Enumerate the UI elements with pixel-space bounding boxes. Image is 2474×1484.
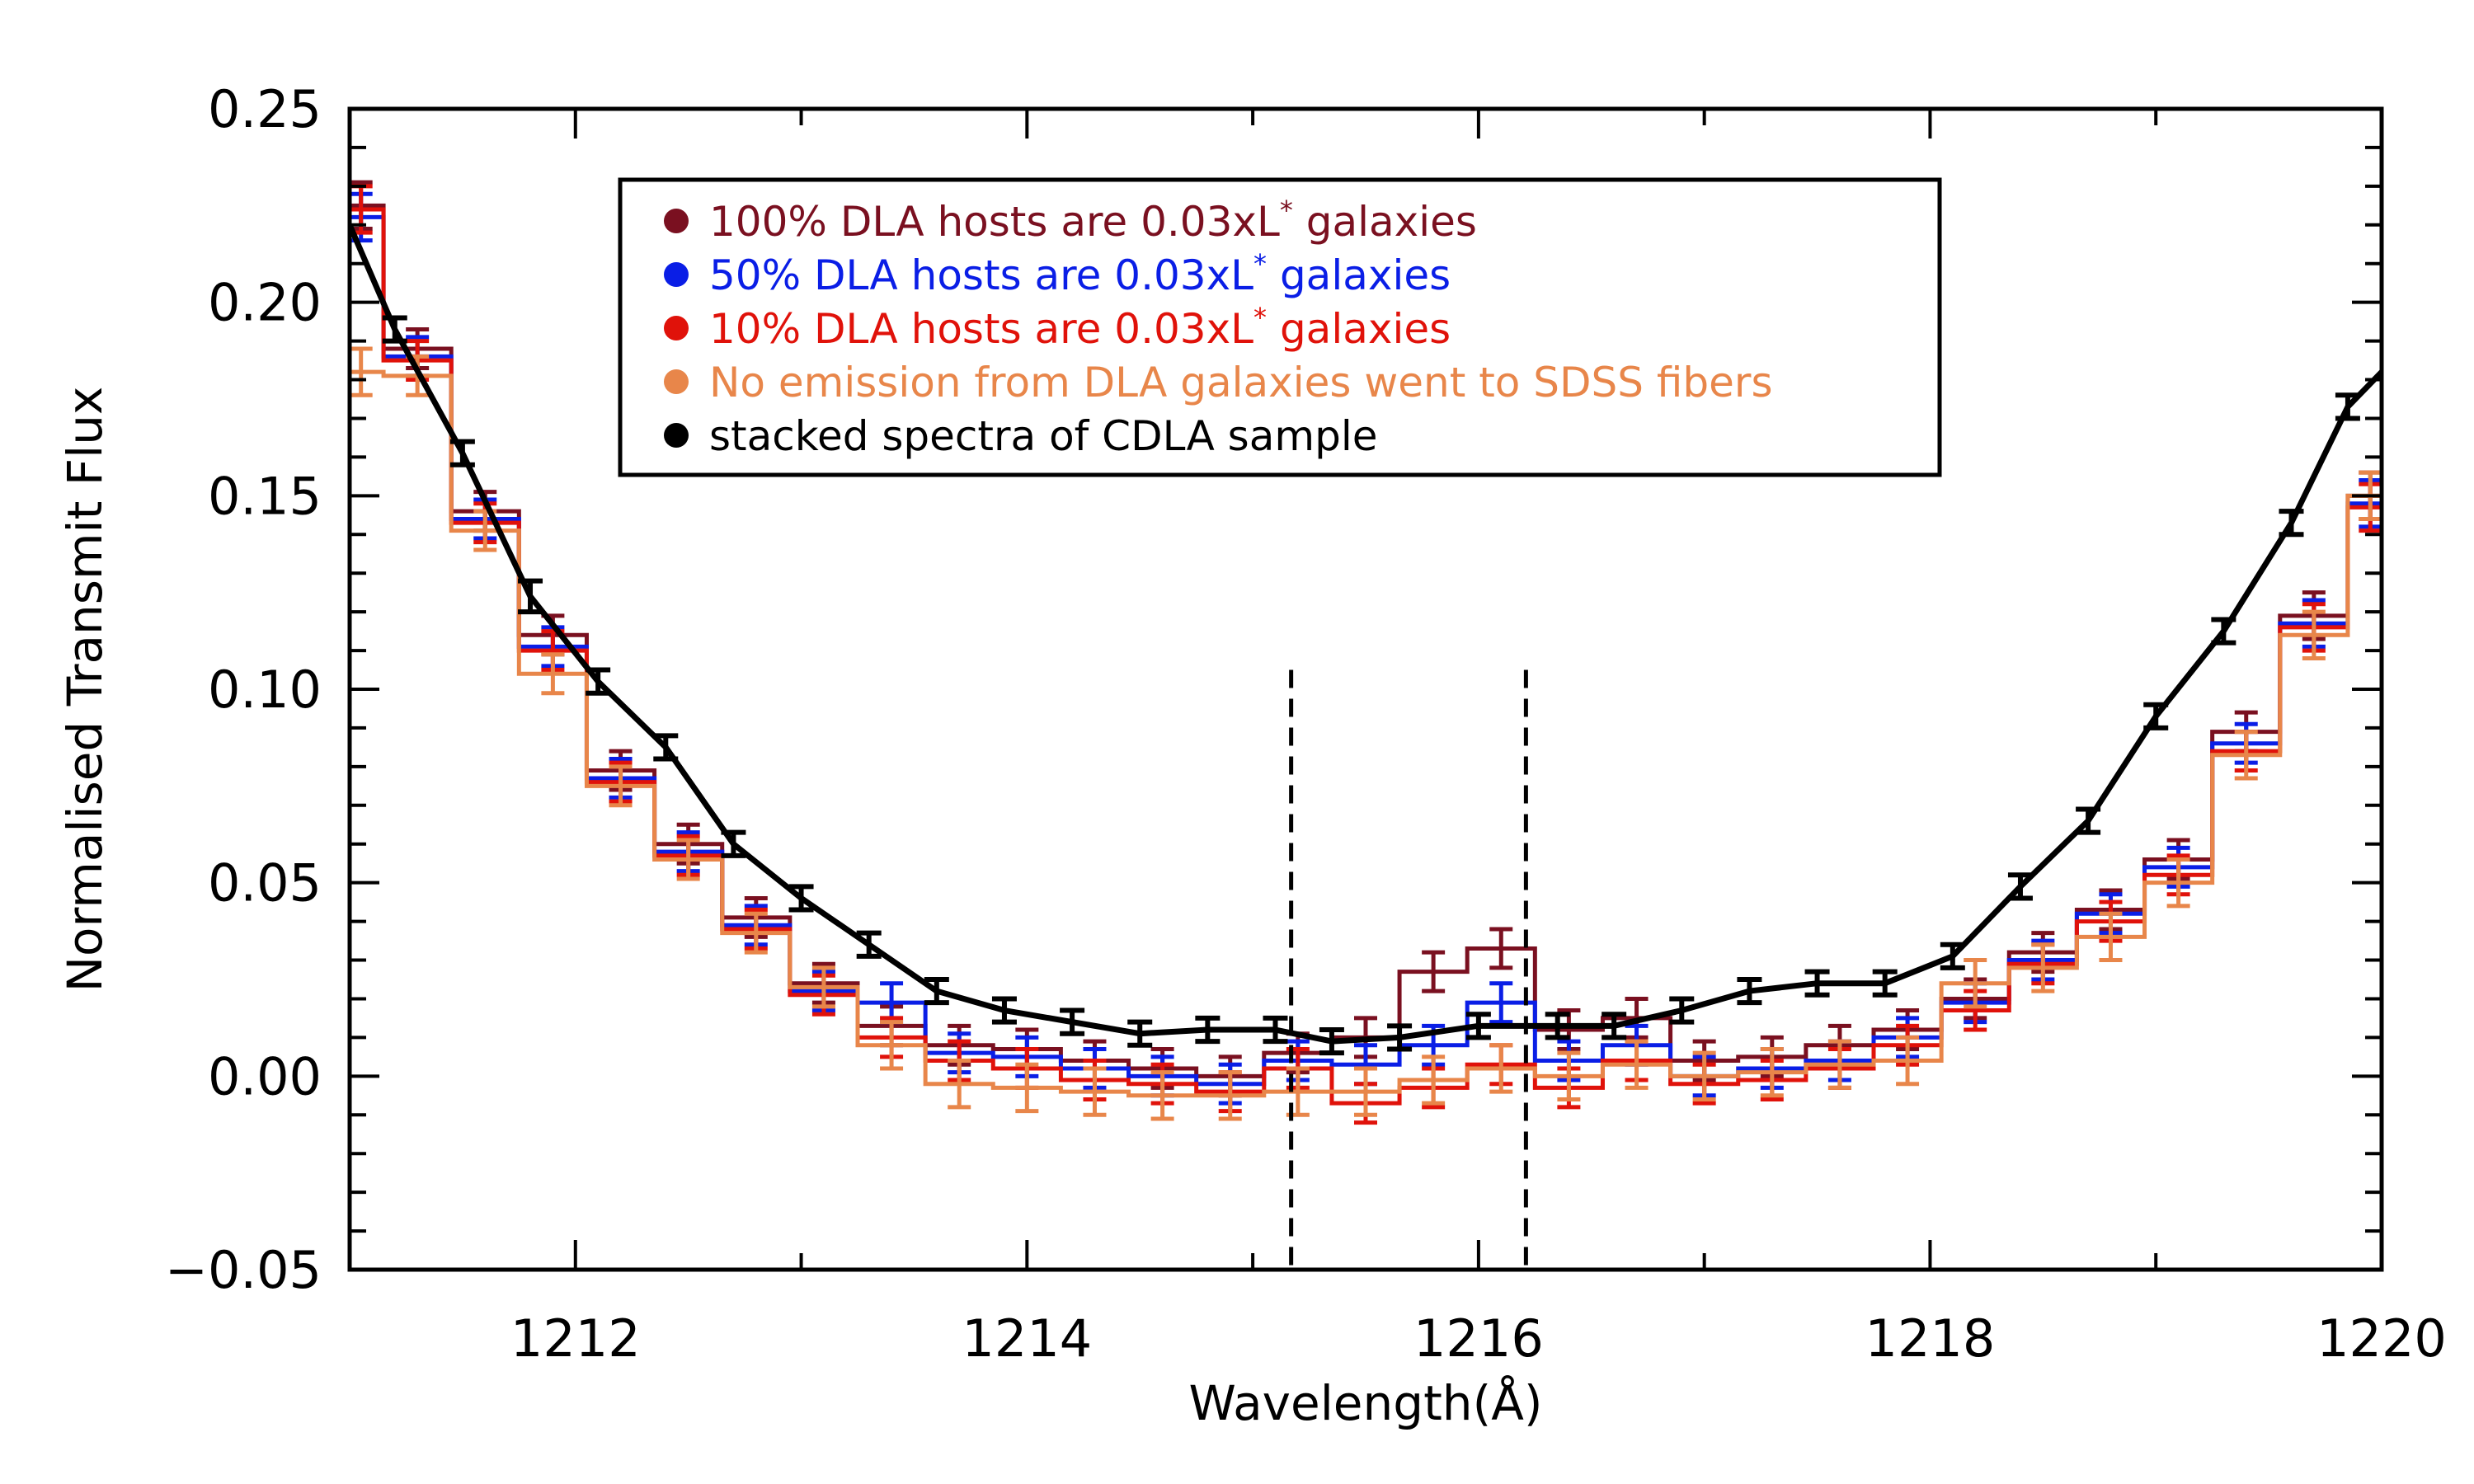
error-bar xyxy=(1896,1035,1920,1087)
legend-box xyxy=(618,177,1942,477)
error-bar xyxy=(721,829,746,858)
legend-label: 10% DLA hosts are 0.03xL* galaxies xyxy=(709,302,1451,353)
error-bar xyxy=(1489,1043,1513,1094)
x-tick-label: 1214 xyxy=(962,1308,1092,1369)
legend-item: No emission from DLA galaxies went to SD… xyxy=(664,359,1773,406)
x-axis-title: Wavelength(Å) xyxy=(1189,1374,1543,1431)
legend-label: No emission from DLA galaxies went to SD… xyxy=(709,359,1773,406)
y-tick-label: 0.20 xyxy=(208,273,322,333)
error-bar xyxy=(1872,969,1898,998)
y-tick-label: 0.15 xyxy=(208,466,322,526)
error-bar xyxy=(1465,1012,1491,1040)
error-bar xyxy=(1387,1023,1413,1052)
error-bar xyxy=(1150,1070,1174,1121)
error-bar xyxy=(2166,857,2190,909)
error-bar xyxy=(1669,996,1695,1025)
error-bar xyxy=(1127,1019,1153,1048)
tick-labels: 1212 1214 1216 1218 1220 −0.05 0.00 0.05 0.10 0.1… xyxy=(165,79,2447,1369)
error-bar xyxy=(2143,702,2169,730)
legend-label: 100% DLA hosts are 0.03xL* galaxies xyxy=(709,195,1477,246)
error-bar xyxy=(1557,1050,1581,1101)
x-tick-label: 1220 xyxy=(2316,1308,2447,1369)
error-bar xyxy=(1964,958,1987,1009)
error-bar xyxy=(1625,1039,1649,1090)
series-3 xyxy=(350,346,2382,1121)
error-bar xyxy=(811,965,835,1009)
error-bar xyxy=(2211,617,2236,646)
error-bar xyxy=(382,315,407,344)
error-bar xyxy=(1263,1015,1288,1045)
error-bar xyxy=(2099,911,2123,963)
legend-dot xyxy=(664,316,689,340)
error-bar xyxy=(1489,927,1513,970)
rest-frame-markers xyxy=(1289,669,1528,1270)
error-bar xyxy=(653,733,679,762)
error-bar xyxy=(1015,1062,1039,1114)
error-bar xyxy=(1692,1050,1716,1101)
error-bar xyxy=(856,930,882,959)
y-tick-label: −0.05 xyxy=(165,1240,322,1300)
error-bar xyxy=(788,884,814,913)
error-bar xyxy=(2279,509,2304,538)
legend-dot xyxy=(664,369,689,394)
legend-item: 50% DLA hosts are 0.03xL* galaxies xyxy=(664,248,1451,299)
error-bar xyxy=(518,578,543,615)
error-bar xyxy=(541,652,565,696)
x-tick-label: 1212 xyxy=(510,1308,641,1369)
legend-dot xyxy=(664,423,689,448)
error-bar xyxy=(880,1020,904,1071)
error-bar xyxy=(676,838,700,881)
legend-item: 100% DLA hosts are 0.03xL* galaxies xyxy=(664,195,1477,246)
y-tick-label: 0.00 xyxy=(208,1046,322,1106)
error-bar xyxy=(1602,1012,1627,1040)
error-bar xyxy=(609,764,633,808)
error-bar xyxy=(1737,977,1762,1006)
x-tick-label: 1218 xyxy=(1865,1308,1996,1369)
axis-ticks xyxy=(348,107,2383,1271)
legend-dot xyxy=(664,262,689,287)
error-bar xyxy=(2031,942,2055,993)
series-step-line xyxy=(350,369,2382,1098)
legend-item: 10% DLA hosts are 0.03xL* galaxies xyxy=(664,302,1451,353)
error-bar xyxy=(991,996,1017,1025)
error-bar xyxy=(1804,969,1830,998)
series-4 xyxy=(350,223,2382,1056)
error-bar xyxy=(2335,392,2360,421)
error-bar xyxy=(586,667,611,696)
y-axis-title: Normalised Transmit Flux xyxy=(57,387,113,993)
error-bar xyxy=(744,911,768,955)
error-bar xyxy=(350,346,373,397)
error-bar xyxy=(1195,1015,1221,1045)
legend-item: stacked spectra of CDLA sample xyxy=(664,412,1377,460)
series-layer xyxy=(350,180,2382,1125)
error-bar xyxy=(1545,1012,1570,1040)
legend-label: stacked spectra of CDLA sample xyxy=(709,412,1377,460)
error-bar xyxy=(1060,1007,1085,1036)
error-bar xyxy=(2007,872,2033,901)
y-tick-label: 0.25 xyxy=(208,79,322,139)
error-bar xyxy=(1083,1066,1107,1117)
error-bar xyxy=(1218,1070,1242,1121)
error-bar xyxy=(1319,1027,1344,1056)
legend-dot xyxy=(664,209,689,233)
error-bar xyxy=(449,439,475,467)
error-bar xyxy=(1489,981,1513,1025)
error-bar xyxy=(2302,609,2326,660)
legend-label: 50% DLA hosts are 0.03xL* galaxies xyxy=(709,248,1451,299)
error-bar xyxy=(2076,806,2101,835)
error-bar xyxy=(1422,950,1446,993)
error-bar xyxy=(948,1059,971,1110)
error-bar xyxy=(1940,942,1965,970)
error-bar xyxy=(1422,1054,1446,1106)
y-tick-label: 0.05 xyxy=(208,853,322,913)
error-bar xyxy=(1760,1046,1784,1098)
x-tick-label: 1216 xyxy=(1413,1308,1544,1369)
y-tick-label: 0.10 xyxy=(208,660,322,720)
error-bar xyxy=(2234,730,2258,781)
error-bar xyxy=(1354,1066,1377,1117)
error-bar xyxy=(1827,1039,1851,1090)
error-bar xyxy=(924,977,949,1006)
